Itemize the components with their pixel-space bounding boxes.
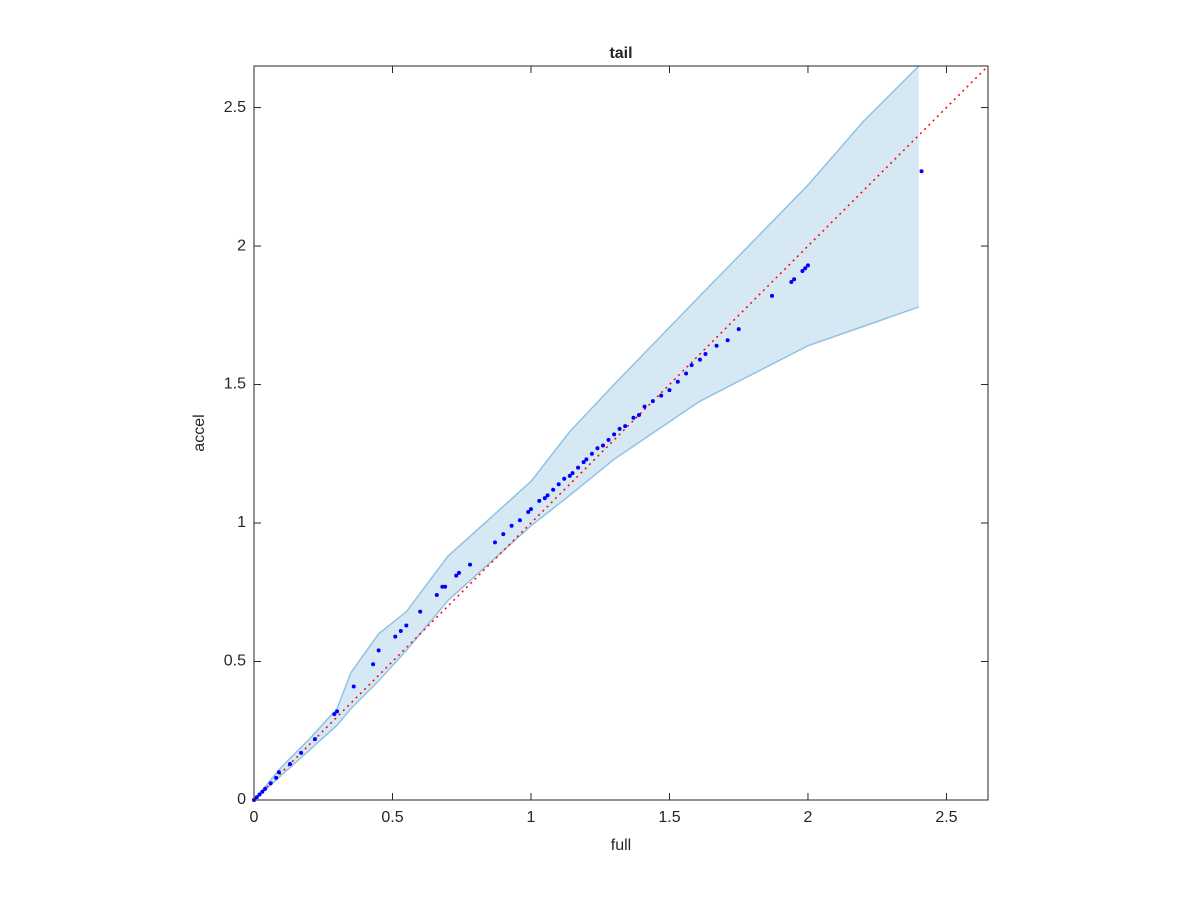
chart-title: tail — [609, 45, 632, 62]
point — [371, 662, 376, 667]
point — [589, 451, 594, 456]
point — [542, 496, 547, 501]
point — [631, 415, 636, 420]
point — [335, 709, 340, 714]
point — [551, 487, 556, 492]
point — [576, 465, 581, 470]
point — [584, 457, 589, 462]
x-tick-label: 1.5 — [658, 809, 680, 826]
point — [689, 363, 694, 368]
point — [526, 509, 531, 514]
point — [650, 399, 655, 404]
point — [509, 523, 514, 528]
point — [260, 789, 265, 794]
point — [684, 371, 689, 376]
point — [517, 518, 522, 523]
plot-frame — [253, 65, 989, 801]
point — [800, 268, 805, 273]
x-tick-label: 2 — [804, 809, 813, 826]
point — [600, 443, 605, 448]
point — [418, 609, 423, 614]
y-tick-label: 0.5 — [224, 653, 246, 670]
point — [562, 476, 567, 481]
point — [617, 426, 622, 431]
x-tick-label: 0.5 — [381, 809, 403, 826]
point — [288, 761, 293, 766]
reference-line — [253, 65, 989, 801]
point — [769, 293, 774, 298]
point — [789, 280, 794, 285]
point — [623, 424, 628, 429]
band-lower — [253, 306, 920, 801]
point — [567, 473, 572, 478]
point — [274, 775, 279, 780]
point — [398, 629, 403, 634]
point — [528, 507, 533, 512]
point — [440, 584, 445, 589]
point — [376, 648, 381, 653]
point — [332, 712, 337, 717]
point — [556, 482, 561, 487]
point — [312, 737, 317, 742]
point — [404, 623, 409, 628]
point — [725, 338, 730, 343]
point — [276, 770, 281, 775]
point — [443, 584, 448, 589]
point — [805, 263, 810, 268]
point — [468, 562, 473, 567]
point — [703, 352, 708, 357]
point — [595, 446, 600, 451]
y-tick-label: 2.5 — [224, 99, 246, 116]
point — [257, 792, 262, 797]
point — [254, 795, 259, 800]
point — [642, 404, 647, 409]
point — [581, 460, 586, 465]
y-tick-label: 2 — [237, 237, 246, 254]
point — [501, 532, 506, 537]
point — [545, 493, 550, 498]
point — [697, 357, 702, 362]
point — [659, 393, 664, 398]
point — [736, 327, 741, 332]
point — [919, 169, 924, 174]
y-tick-label: 1.5 — [224, 376, 246, 393]
point — [612, 432, 617, 437]
x-tick-label: 1 — [527, 809, 536, 826]
x-tick-label: 2.5 — [935, 809, 957, 826]
point — [714, 343, 719, 348]
point — [803, 266, 808, 271]
point — [393, 634, 398, 639]
point — [570, 471, 575, 476]
y-tick-label: 1 — [237, 514, 246, 531]
point — [454, 573, 459, 578]
point — [263, 786, 268, 791]
point — [537, 498, 542, 503]
y-axis-label: accel — [191, 414, 208, 451]
point — [492, 540, 497, 545]
point — [299, 750, 304, 755]
point — [456, 570, 461, 575]
point — [792, 277, 797, 282]
point — [434, 593, 439, 598]
x-tick-label: 0 — [250, 809, 259, 826]
point — [351, 684, 356, 689]
y-tick-label: 0 — [237, 791, 246, 808]
point — [637, 412, 642, 417]
point — [606, 437, 611, 442]
point — [675, 379, 680, 384]
x-axis-label: full — [611, 837, 631, 854]
point — [667, 388, 672, 393]
point — [268, 781, 273, 786]
band-fill — [254, 66, 919, 800]
band-upper — [253, 65, 920, 801]
